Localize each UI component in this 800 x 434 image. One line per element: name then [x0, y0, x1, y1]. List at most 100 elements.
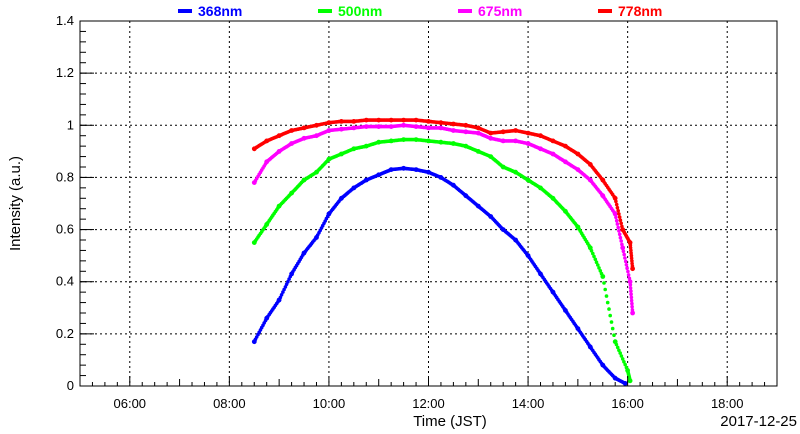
y-tick-label: 0.6 [56, 222, 74, 237]
y-tick-label: 0.4 [56, 274, 74, 289]
series-368nm [251, 165, 628, 386]
axis-ticks: 06:00 08:00 10:00 12:00 14:00 16:00 18:00 0 0.2 0… [56, 13, 778, 411]
series-500nm [251, 137, 633, 384]
y-tick-label: 1.2 [56, 65, 74, 80]
x-tick-label: 14:00 [512, 396, 545, 411]
y-tick-label: 1 [67, 117, 74, 132]
legend-label: 368nm [198, 3, 242, 19]
data-point [612, 211, 618, 217]
trace-dot [625, 266, 629, 271]
trace-dot [619, 354, 624, 358]
trace-dot [608, 313, 612, 318]
legend: 368nm 500nm 675nm 778nm [178, 3, 662, 19]
trace-dot [616, 209, 620, 213]
x-tick-label: 08:00 [213, 396, 246, 411]
trace-dot [614, 202, 619, 207]
trace-dot [615, 205, 620, 210]
trace-dot [279, 293, 284, 297]
trace-dot [629, 251, 633, 255]
trace-dot [628, 283, 633, 287]
trace-dot [624, 263, 629, 267]
data-point [612, 195, 618, 201]
trace-dot [628, 243, 633, 247]
legend-label: 500nm [338, 3, 382, 19]
trace-dot [618, 218, 623, 222]
trace-dot [607, 307, 611, 311]
trace-dot [612, 333, 616, 338]
trace-dot [602, 281, 606, 285]
trace-dot [616, 225, 620, 230]
trace-dot [628, 286, 633, 290]
trace-dot [596, 263, 600, 267]
trace-dot [629, 248, 633, 253]
series-layer [251, 117, 635, 386]
trace-dot [628, 246, 633, 250]
trace-dot [629, 298, 634, 303]
data-point [620, 245, 626, 251]
series-675nm [251, 122, 635, 316]
trace-dot [617, 229, 621, 233]
legend-label: 778nm [618, 3, 662, 19]
data-point [630, 266, 635, 272]
trace-dot [604, 294, 609, 298]
trace-dot [619, 221, 623, 226]
trace-dot [626, 273, 631, 277]
x-tick-label: 16:00 [611, 396, 644, 411]
trace-dot [617, 212, 621, 216]
x-tick-label: 10:00 [313, 396, 346, 411]
trace-dot [614, 218, 619, 223]
data-point [600, 274, 606, 279]
trace-dot [620, 242, 624, 247]
trace-dot [630, 301, 634, 306]
trace-dot [626, 269, 630, 274]
y-tick-label: 0 [67, 378, 74, 393]
trace-dot [615, 222, 620, 226]
y-tick-label: 1.4 [56, 13, 74, 28]
trace-dot [620, 357, 625, 361]
y-axis-title: Intensity (a.u.) [7, 156, 24, 251]
x-tick-label: 06:00 [114, 396, 147, 411]
trace-dot [618, 351, 622, 355]
trace-dot [622, 252, 626, 257]
date-label: 2017-12-25 [720, 413, 797, 430]
series-778nm [251, 117, 635, 272]
trace-dot [593, 257, 598, 262]
trace-dot [598, 269, 603, 273]
trace-dot [589, 248, 594, 253]
x-tick-label: 12:00 [412, 396, 445, 411]
trace-dot [629, 292, 633, 297]
trace-dot [629, 253, 634, 258]
trace-dot [623, 362, 627, 367]
grid [80, 21, 777, 386]
trace-dot [614, 215, 618, 220]
trace-dot [617, 232, 622, 237]
trace-dot [629, 256, 634, 261]
trace-dot [592, 254, 596, 259]
trace-dot [617, 348, 621, 353]
trace-dot [623, 256, 627, 260]
trace-dot [623, 259, 628, 264]
trace-dot [630, 259, 634, 263]
trace-dot [618, 235, 623, 240]
trace-dot [621, 249, 626, 253]
trace-dot [619, 239, 623, 243]
trace-dot [614, 199, 618, 204]
trace-dot [617, 215, 622, 219]
data-point [627, 279, 633, 285]
trace-dot [591, 251, 595, 256]
trace-dot [594, 260, 599, 265]
trace-dot [622, 360, 626, 364]
x-axis-title: Time (JST) [413, 413, 487, 430]
trace-dot [609, 320, 614, 324]
y-tick-label: 0.2 [56, 326, 74, 341]
trace-dot [597, 266, 601, 270]
x-tick-label: 18:00 [711, 396, 744, 411]
trace-dot [630, 261, 634, 266]
trace-dot [627, 276, 632, 281]
y-tick-label: 0.8 [56, 169, 74, 184]
trace-dot [610, 326, 615, 331]
trace-dot [615, 345, 620, 350]
data-point [627, 378, 633, 384]
trace-dot [614, 342, 619, 347]
